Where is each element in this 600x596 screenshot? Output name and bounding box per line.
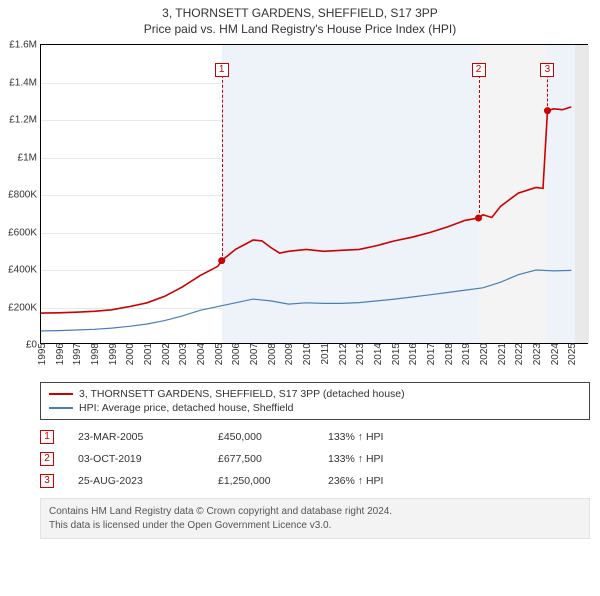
x-tick-label: 2005 (214, 343, 225, 365)
sales-price: £450,000 (218, 431, 328, 443)
marker-line (222, 65, 223, 261)
title-address: 3, THORNSETT GARDENS, SHEFFIELD, S17 3PP (0, 6, 600, 20)
series-svg (41, 45, 589, 345)
attribution-line-2: This data is licensed under the Open Gov… (49, 519, 581, 533)
sales-price: £1,250,000 (218, 475, 328, 487)
x-tick-label: 2012 (338, 343, 349, 365)
x-tick-label: 1998 (90, 343, 101, 365)
x-tick-label: 1999 (108, 343, 119, 365)
x-tick-label: 2014 (373, 343, 384, 365)
x-tick-label: 2013 (355, 343, 366, 365)
title-subtitle: Price paid vs. HM Land Registry's House … (0, 22, 600, 36)
x-tick-label: 2023 (532, 343, 543, 365)
x-tick-label: 2021 (497, 343, 508, 365)
sales-hpi: 133% ↑ HPI (328, 431, 438, 443)
sales-marker-box: 3 (40, 474, 54, 488)
plot-area: £0£200K£400K£600K£800K£1M£1.2M£1.4M£1.6M… (40, 44, 588, 344)
legend-item: 3, THORNSETT GARDENS, SHEFFIELD, S17 3PP… (49, 387, 581, 401)
attribution-line-1: Contains HM Land Registry data © Crown c… (49, 505, 581, 519)
sales-date: 23-MAR-2005 (78, 431, 218, 443)
x-tick-label: 2016 (408, 343, 419, 365)
x-tick-label: 2003 (178, 343, 189, 365)
sales-date: 03-OCT-2019 (78, 453, 218, 465)
x-tick-label: 2001 (143, 343, 154, 365)
y-tick-label: £1M (18, 152, 37, 163)
x-tick-label: 2017 (426, 343, 437, 365)
x-tick-label: 2020 (479, 343, 490, 365)
y-tick-label: £600K (8, 227, 37, 238)
x-tick-label: 2009 (284, 343, 295, 365)
y-tick-label: £1.6M (9, 40, 37, 51)
attribution: Contains HM Land Registry data © Crown c… (40, 498, 590, 539)
x-tick-label: 1995 (37, 343, 48, 365)
y-tick-label: £200K (8, 302, 37, 313)
x-tick-label: 2025 (567, 343, 578, 365)
legend: 3, THORNSETT GARDENS, SHEFFIELD, S17 3PP… (40, 382, 590, 420)
legend-label: HPI: Average price, detached house, Shef… (79, 402, 293, 414)
legend-item: HPI: Average price, detached house, Shef… (49, 401, 581, 415)
x-tick-label: 2022 (514, 343, 525, 365)
y-tick-label: £1.2M (9, 115, 37, 126)
series-hpi (41, 270, 571, 331)
x-tick-label: 2024 (550, 343, 561, 365)
y-tick-label: £0 (26, 340, 37, 351)
x-tick-label: 2008 (267, 343, 278, 365)
x-tick-label: 2018 (444, 343, 455, 365)
sales-hpi: 133% ↑ HPI (328, 453, 438, 465)
y-tick-label: £1.4M (9, 77, 37, 88)
x-tick-label: 2000 (125, 343, 136, 365)
series-property (41, 107, 571, 313)
sales-row: 1 23-MAR-2005£450,000133% ↑ HPI (40, 426, 590, 448)
marker-box: 3 (540, 63, 554, 77)
sales-marker-box: 1 (40, 430, 54, 444)
x-tick-label: 1997 (72, 343, 83, 365)
x-tick-label: 2002 (161, 343, 172, 365)
y-tick-label: £400K (8, 265, 37, 276)
x-tick-label: 2011 (320, 343, 331, 365)
sales-row: 2 03-OCT-2019£677,500133% ↑ HPI (40, 448, 590, 470)
sales-marker-box: 2 (40, 452, 54, 466)
x-tick-label: 2004 (196, 343, 207, 365)
marker-box: 1 (215, 63, 229, 77)
x-tick-label: 2015 (391, 343, 402, 365)
marker-box: 2 (472, 63, 486, 77)
x-tick-label: 1996 (55, 343, 66, 365)
sales-table: 1 23-MAR-2005£450,000133% ↑ HPI 2 03-OCT-20… (40, 426, 590, 492)
chart: £0£200K£400K£600K£800K£1M£1.2M£1.4M£1.6M… (40, 44, 588, 344)
sales-date: 25-AUG-2023 (78, 475, 218, 487)
marker-line (479, 65, 480, 218)
legend-swatch (49, 393, 73, 395)
sales-row: 3 25-AUG-2023£1,250,000236% ↑ HPI (40, 470, 590, 492)
x-tick-label: 2006 (231, 343, 242, 365)
x-tick-label: 2010 (302, 343, 313, 365)
x-tick-label: 2007 (249, 343, 260, 365)
y-tick-label: £800K (8, 190, 37, 201)
legend-label: 3, THORNSETT GARDENS, SHEFFIELD, S17 3PP… (79, 388, 405, 400)
legend-swatch (49, 407, 73, 409)
sales-price: £677,500 (218, 453, 328, 465)
x-tick-label: 2019 (461, 343, 472, 365)
sales-hpi: 236% ↑ HPI (328, 475, 438, 487)
